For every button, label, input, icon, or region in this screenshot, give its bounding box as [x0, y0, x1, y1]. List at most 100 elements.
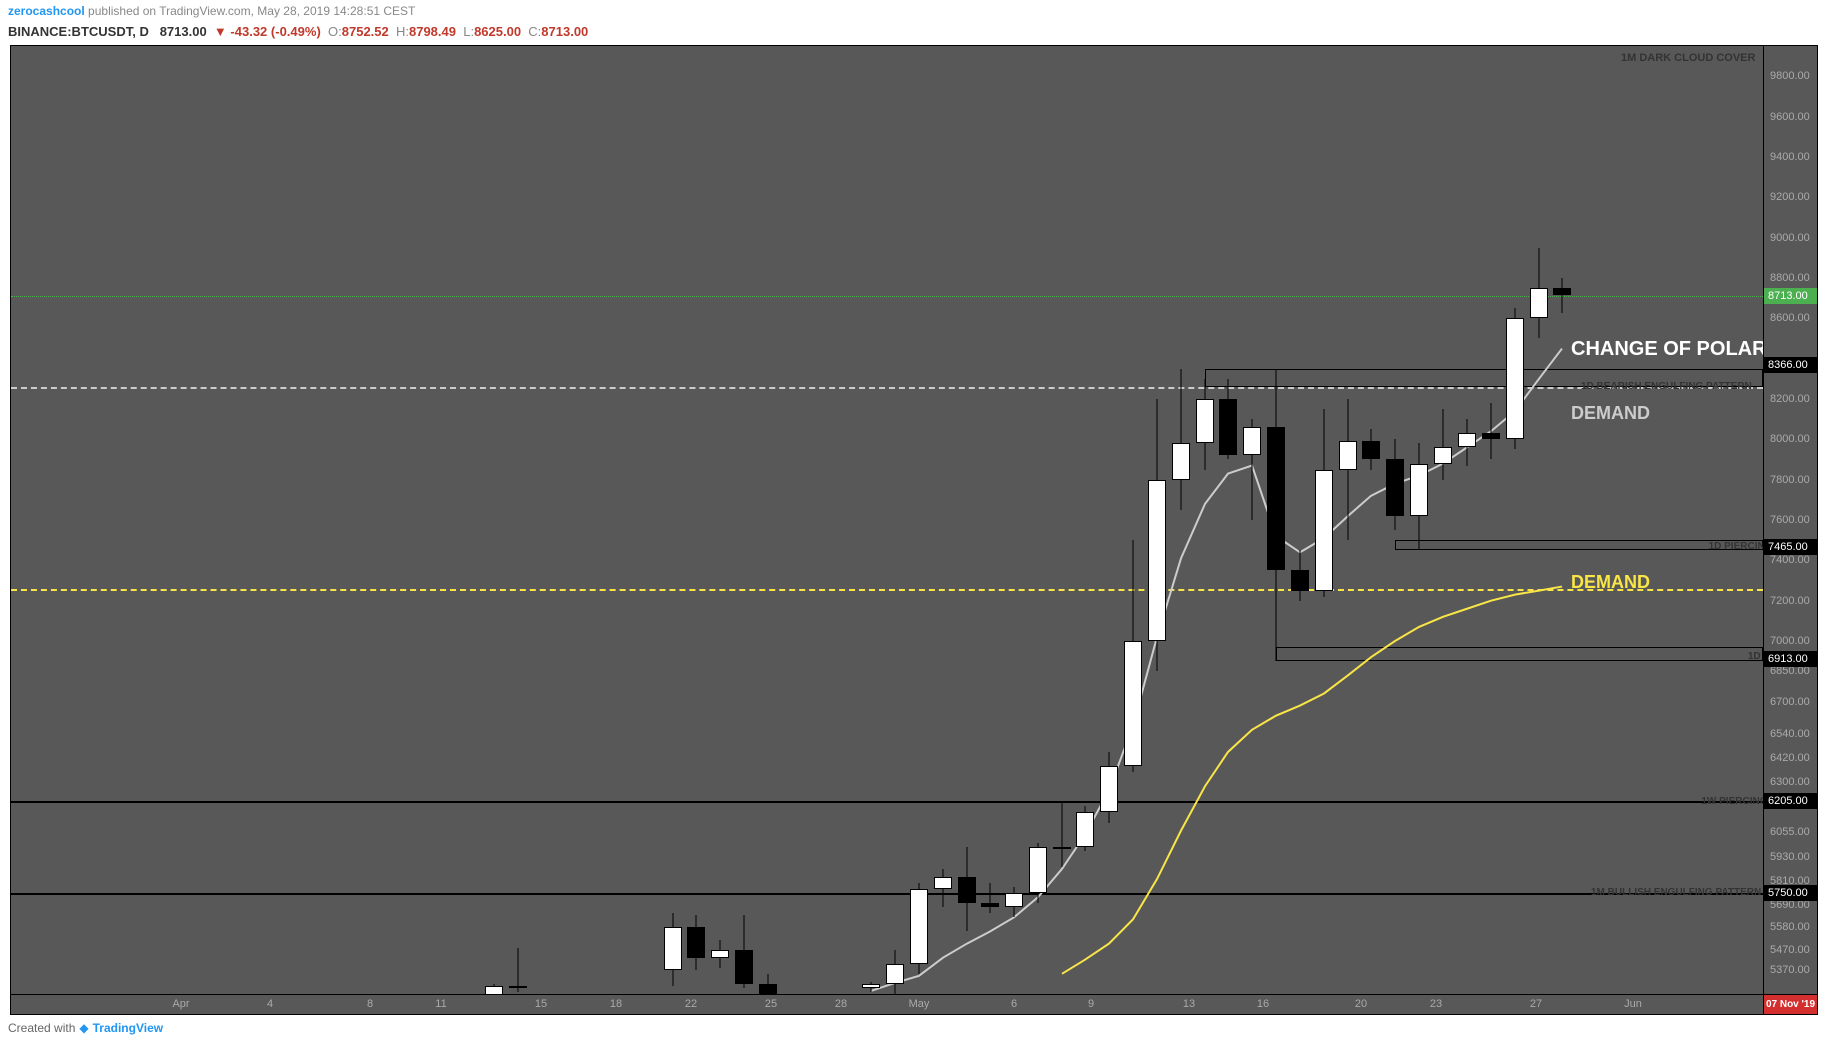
- chart-annotation: 1D MORNING STAR: [1671, 651, 1763, 662]
- candle: [1386, 46, 1404, 994]
- candle: [509, 46, 527, 994]
- y-tick: 9400.00: [1770, 151, 1810, 163]
- y-tick: 8800.00: [1770, 272, 1810, 284]
- x-tick: Jun: [1624, 998, 1642, 1010]
- candle: [1076, 46, 1094, 994]
- open-label: O:: [328, 24, 342, 39]
- y-tick: 6850.00: [1770, 665, 1810, 677]
- goto-date-badge[interactable]: 07 Nov '19: [1763, 994, 1817, 1014]
- candle: [862, 46, 880, 994]
- candle: [1553, 46, 1571, 994]
- y-tick: 9800.00: [1770, 70, 1810, 82]
- y-axis: 9800.00 9600.00 9400.00 9200.00 9000.00 8800.…: [1763, 46, 1817, 994]
- chart-annotation: DEMAND: [1571, 572, 1650, 593]
- published-on: published on TradingView.com,: [88, 4, 254, 18]
- y-tick: 6055.00: [1770, 826, 1810, 838]
- header-bar: zerocashcool published on TradingView.co…: [0, 0, 1828, 22]
- candle: [1219, 46, 1237, 994]
- low-label: L:: [463, 24, 474, 39]
- x-axis: Apr48111518222528May691316202327Jun: [11, 994, 1763, 1014]
- candle: [687, 46, 705, 994]
- x-tick: 13: [1183, 998, 1195, 1010]
- x-tick: Apr: [172, 998, 189, 1010]
- chart-annotation: 1M BULLISH ENGULFING PATTERN: [1591, 887, 1761, 898]
- candle: [711, 46, 729, 994]
- symbol: BINANCE:BTCUSDT: [8, 24, 132, 39]
- candle: [664, 46, 682, 994]
- change-arrow: ▼: [214, 24, 227, 39]
- tv-logo-icon: ◆: [79, 1021, 88, 1035]
- x-tick: 23: [1430, 998, 1442, 1010]
- y-tick: 5470.00: [1770, 944, 1810, 956]
- high-val: 8798.49: [409, 24, 456, 39]
- y-tick: 7200.00: [1770, 595, 1810, 607]
- chart-annotation: 1M DARK CLOUD COVER: [1621, 52, 1755, 64]
- candle: [934, 46, 952, 994]
- close-val: 8713.00: [541, 24, 588, 39]
- candle: [1267, 46, 1285, 994]
- candle: [1100, 46, 1118, 994]
- candle: [981, 46, 999, 994]
- price-badge: 6913.00: [1764, 651, 1817, 667]
- y-tick: 8200.00: [1770, 393, 1810, 405]
- y-tick: 6540.00: [1770, 728, 1810, 740]
- candle: [1434, 46, 1452, 994]
- y-tick: 7000.00: [1770, 635, 1810, 647]
- x-tick: 18: [610, 998, 622, 1010]
- x-tick: 11: [435, 998, 446, 1010]
- y-tick: 5930.00: [1770, 851, 1810, 863]
- x-tick: 4: [267, 998, 273, 1010]
- y-tick: 9000.00: [1770, 232, 1810, 244]
- y-tick: 8600.00: [1770, 312, 1810, 324]
- plot-area[interactable]: CHANGE OF POLARITYDEMANDDEMAND1M DARK CL…: [11, 46, 1763, 994]
- price-badge: 8713.00: [1764, 288, 1817, 304]
- candle: [1482, 46, 1500, 994]
- change-pct: (-0.49%): [271, 24, 321, 39]
- y-tick: 7800.00: [1770, 474, 1810, 486]
- y-tick: 7400.00: [1770, 554, 1810, 566]
- x-tick: May: [909, 998, 930, 1010]
- price-badge: 7465.00: [1764, 539, 1817, 555]
- chart-annotation: 1W PIERCING PATTERN: [1646, 796, 1763, 807]
- open-val: 8752.52: [342, 24, 389, 39]
- price-badge: 5750.00: [1764, 885, 1817, 901]
- x-tick: 16: [1257, 998, 1269, 1010]
- y-tick: 7600.00: [1770, 514, 1810, 526]
- candle: [1362, 46, 1380, 994]
- x-tick: 28: [835, 998, 847, 1010]
- footer: Created with ◆ TradingView: [0, 1015, 1828, 1041]
- x-tick: 25: [765, 998, 777, 1010]
- y-tick: 6300.00: [1770, 776, 1810, 788]
- username[interactable]: zerocashcool: [8, 4, 85, 18]
- close-label: C:: [528, 24, 541, 39]
- brand-link[interactable]: TradingView: [93, 1021, 163, 1035]
- candle: [910, 46, 928, 994]
- y-tick: 6700.00: [1770, 696, 1810, 708]
- candle: [1005, 46, 1023, 994]
- y-tick: 9200.00: [1770, 191, 1810, 203]
- last-price: 8713.00: [160, 24, 207, 39]
- candle: [1053, 46, 1071, 994]
- chart-annotation: 1D PIERCING PATTERN: [1651, 541, 1763, 552]
- candle: [1315, 46, 1333, 994]
- candle: [1148, 46, 1166, 994]
- timeframe: D: [139, 24, 148, 39]
- price-badge: 6205.00: [1764, 793, 1817, 809]
- candle: [1029, 46, 1047, 994]
- x-tick: 27: [1530, 998, 1542, 1010]
- x-tick: 6: [1011, 998, 1017, 1010]
- x-tick: 20: [1355, 998, 1367, 1010]
- candle: [735, 46, 753, 994]
- y-tick: 9600.00: [1770, 111, 1810, 123]
- high-label: H:: [396, 24, 409, 39]
- candle: [1410, 46, 1428, 994]
- candle: [1291, 46, 1309, 994]
- candle: [1124, 46, 1142, 994]
- candle: [1530, 46, 1548, 994]
- chart[interactable]: CHANGE OF POLARITYDEMANDDEMAND1M DARK CL…: [10, 45, 1818, 1015]
- candle: [1506, 46, 1524, 994]
- price-badge: 8366.00: [1764, 357, 1817, 373]
- x-tick: 8: [367, 998, 373, 1010]
- x-tick: 22: [685, 998, 697, 1010]
- ticker-line: BINANCE:BTCUSDT, D 8713.00 ▼ -43.32 (-0.…: [0, 22, 1828, 45]
